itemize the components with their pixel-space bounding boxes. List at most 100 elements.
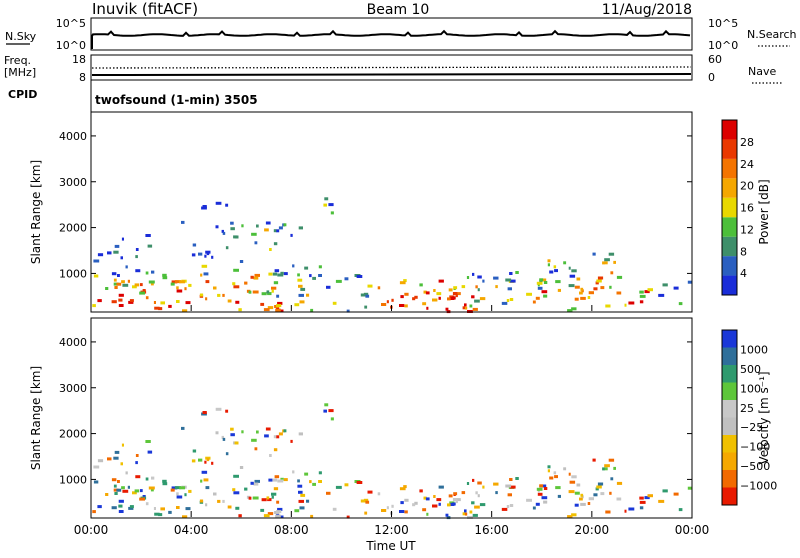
echo-cell: [93, 259, 100, 263]
colorbar-swatch: [722, 417, 737, 435]
echo-cell: [482, 279, 485, 283]
echo-cell: [414, 295, 418, 299]
echo-cell: [198, 252, 203, 256]
colorbar-swatch: [722, 256, 737, 276]
echo-cell: [419, 283, 423, 287]
echo-cell: [579, 291, 583, 295]
echo-cell: [567, 515, 573, 519]
echo-cell: [543, 281, 548, 284]
echo-cell: [547, 465, 551, 469]
nave-label: Nave: [748, 65, 776, 78]
echo-cell: [179, 280, 185, 284]
echo-cell: [250, 481, 254, 485]
echo-cell: [114, 244, 120, 248]
echo-cell: [616, 497, 622, 501]
cpid-text: twofsound (1-min) 3505: [95, 93, 258, 107]
date-title: 11/Aug/2018: [602, 2, 692, 18]
echo-cell: [271, 286, 277, 290]
echo-cell: [610, 271, 614, 275]
echo-cell: [507, 493, 512, 497]
echo-cell: [179, 486, 185, 490]
echo-cell: [215, 407, 222, 411]
echo-cell: [135, 255, 138, 259]
echo-cell: [436, 498, 442, 502]
echo-cell: [678, 508, 683, 512]
echo-cell: [595, 281, 599, 285]
echo-cell: [111, 506, 117, 510]
echo-cell: [139, 291, 145, 295]
echo-cell: [605, 510, 611, 514]
echo-cell: [687, 280, 692, 284]
nave-tick-top: 60: [708, 53, 722, 66]
echo-cell: [506, 299, 510, 302]
echo-cell: [324, 197, 329, 201]
echo-cell: [132, 285, 137, 289]
echo-cell: [276, 294, 280, 298]
echo-cell: [111, 272, 117, 276]
echo-cell: [506, 505, 510, 508]
echo-cell: [244, 281, 248, 285]
echo-cell: [254, 273, 260, 277]
echo-cell: [555, 486, 561, 490]
echo-cell: [93, 274, 99, 278]
colorbar-swatch: [722, 382, 737, 400]
echo-cell: [113, 250, 119, 254]
echo-cell: [326, 285, 331, 289]
echo-cell: [184, 493, 187, 497]
echo-cell: [276, 510, 282, 514]
x-axis-title: Time UT: [365, 539, 416, 553]
echo-cell: [605, 304, 611, 308]
echo-cell: [254, 479, 260, 483]
echo-cell: [574, 285, 580, 289]
echo-cell: [205, 503, 208, 507]
echo-cell: [267, 498, 272, 502]
echo-cell: [639, 290, 644, 294]
colorbar-swatch: [722, 158, 737, 179]
x-tick-label: 12:00: [374, 523, 409, 537]
echo-cell: [264, 434, 269, 438]
echo-cell: [608, 252, 615, 256]
echo-cell: [399, 281, 406, 285]
echo-cell: [283, 272, 288, 276]
echo-cell: [536, 487, 543, 491]
echo-cell: [213, 286, 217, 290]
echo-cell: [604, 467, 608, 471]
velocity-panel: 1000 2000 3000 4000 Slant Range [km] 1000 50…: [29, 317, 777, 520]
echo-cell: [117, 480, 120, 483]
echo-cell: [105, 287, 109, 290]
echo-cell: [276, 500, 280, 504]
echo-cell: [283, 478, 288, 482]
echo-cell: [404, 292, 409, 296]
echo-cell: [273, 229, 277, 233]
echo-cell: [537, 492, 543, 496]
nsearch-tick-bottom: 10^0: [708, 39, 738, 52]
echo-cell: [211, 255, 214, 259]
x-tick-label: 00:00: [74, 523, 109, 537]
echo-cell: [535, 502, 540, 506]
echo-cell: [292, 264, 295, 268]
echo-cell: [113, 282, 119, 286]
echo-cell: [250, 275, 254, 279]
echo-cell: [273, 242, 278, 246]
echo-cell: [233, 285, 240, 289]
echo-cell: [414, 501, 418, 505]
echo-cell: [404, 510, 408, 514]
echo-cell: [537, 286, 543, 290]
echo-cell: [399, 487, 406, 491]
echo-cell: [235, 300, 240, 304]
echo-cell: [423, 496, 427, 500]
echo-cell: [217, 293, 221, 297]
colorbar-tick-label: 1000: [740, 343, 768, 356]
colorbar-swatch: [722, 365, 737, 383]
echo-cell: [154, 512, 160, 516]
echo-cell: [323, 409, 327, 413]
y-tick-label: 2000: [59, 428, 87, 441]
echo-cell: [121, 443, 124, 447]
echo-cell: [271, 495, 274, 499]
echo-cell: [121, 486, 125, 490]
echo-cell: [604, 464, 610, 468]
echo-cell: [222, 499, 225, 503]
echo-cell: [381, 303, 387, 306]
y-tick-label: 3000: [59, 176, 87, 189]
echo-cell: [495, 491, 498, 495]
